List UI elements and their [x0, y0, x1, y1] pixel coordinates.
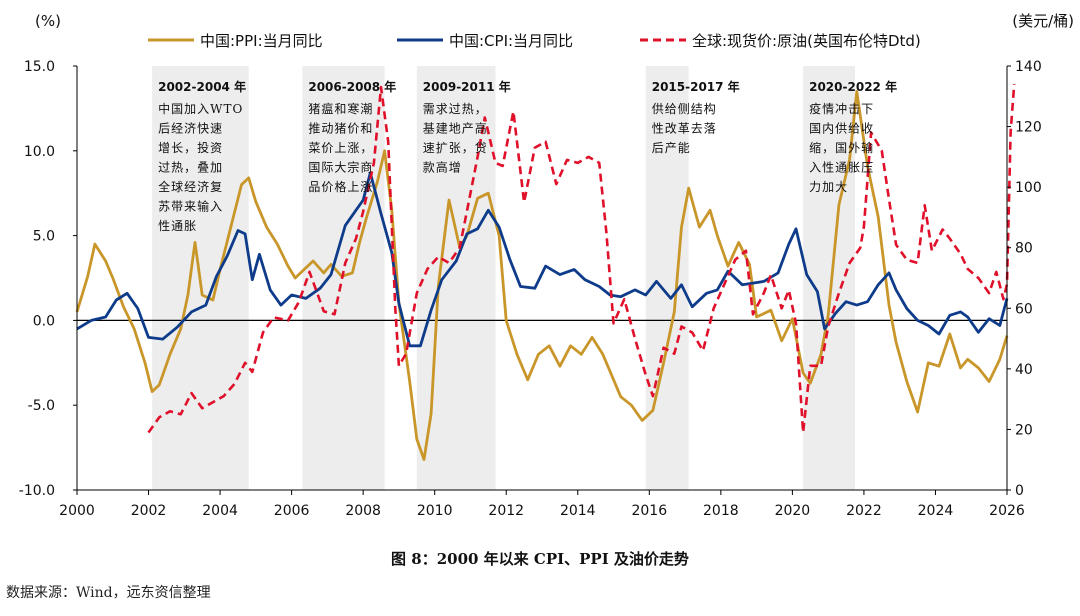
period-label: 2002-2004 年 — [158, 79, 246, 94]
shaded-period-3 — [645, 66, 689, 490]
legend: 中国:PPI:当月同比 中国:CPI:当月同比 全球:现货价:原油(英国布伦特Dtd… — [148, 32, 921, 50]
period-description-line: 性改革去落 — [652, 122, 717, 136]
period-label: 2020-2022 年 — [809, 79, 897, 94]
y-right-tick-label: 60 — [1015, 301, 1033, 317]
period-description-line: 增长，投资 — [158, 140, 223, 155]
shaded-periods — [152, 66, 855, 490]
series-lines — [75, 84, 1016, 461]
y-right-tick-label: 100 — [1015, 180, 1042, 196]
x-tick-label: 2006 — [274, 503, 310, 519]
legend-label: 全球:现货价:原油(英国布伦特Dtd) — [692, 32, 921, 50]
period-description-line: 供给侧结构 — [652, 101, 717, 116]
axes: -10.0 -5.0 0.0 5.0 10.0 15.0 0 20 40 60 80 100 120 14… — [19, 12, 1074, 519]
period-description-line: 基建地产高 — [423, 121, 488, 136]
period-description-line: 过热，叠加 — [158, 161, 223, 175]
period-description-line: 国内供给收 — [809, 122, 874, 136]
legend-label: 中国:CPI:当月同比 — [449, 32, 573, 50]
period-description-line: 国际大宗商 — [308, 160, 373, 175]
figure-caption: 图 8：2000 年以来 CPI、PPI 及油价走势 — [391, 550, 689, 568]
period-label: 2006-2008 年 — [308, 79, 396, 94]
x-tick-label: 2014 — [560, 503, 596, 519]
x-tick-label: 2016 — [631, 503, 667, 519]
x-tick-label: 2000 — [59, 503, 95, 519]
period-description-line: 速扩张，贷 — [423, 141, 488, 155]
period-description-line: 中国加入WTO — [158, 101, 243, 116]
x-tick-label: 2024 — [918, 503, 954, 519]
left-axis-unit: (%) — [35, 12, 61, 30]
period-description-line: 力加大 — [809, 180, 848, 194]
x-tick-label: 2026 — [989, 503, 1025, 519]
period-description-line: 后产能 — [652, 141, 691, 155]
period-description-line: 菜价上涨， — [308, 140, 373, 155]
period-description-line: 后经济快速 — [158, 121, 223, 136]
period-description-line: 猪瘟和寒潮 — [308, 101, 373, 116]
x-tick-label: 2004 — [202, 503, 238, 519]
period-description-line: 入性通胀压 — [809, 161, 874, 175]
y-right-tick-label: 20 — [1015, 422, 1033, 438]
data-source: 数据来源：Wind，远东资信整理 — [6, 585, 211, 601]
x-tick-label: 2018 — [703, 503, 739, 519]
y-right-tick-label: 40 — [1015, 362, 1033, 378]
y-left-tick-label: 15.0 — [24, 59, 55, 75]
series-line-1 — [76, 171, 1009, 348]
x-tick-label: 2012 — [488, 503, 524, 519]
period-description-line: 苏带来输入 — [158, 199, 223, 214]
y-left-tick-label: 0.0 — [33, 313, 55, 329]
y-right-tick-label: 0 — [1015, 483, 1024, 499]
period-description-line: 品价格上涨 — [308, 179, 373, 194]
y-left-tick-label: 10.0 — [24, 144, 55, 160]
y-left-tick-label: -5.0 — [28, 398, 55, 414]
series-line-2 — [147, 84, 1016, 434]
y-left-tick-label: -10.0 — [19, 483, 55, 499]
period-label: 2009-2011 年 — [423, 79, 511, 94]
shaded-period-4 — [803, 66, 855, 490]
x-tick-label: 2002 — [131, 503, 167, 519]
period-description-line: 推动猪价和 — [308, 122, 373, 136]
y-right-tick-label: 80 — [1015, 241, 1033, 257]
y-right-tick-label: 120 — [1015, 120, 1042, 136]
period-description-line: 性通胀 — [158, 219, 197, 233]
x-tick-label: 2010 — [417, 503, 453, 519]
right-axis-unit: (美元/桶) — [1012, 12, 1074, 30]
y-left-tick-label: 5.0 — [33, 229, 55, 245]
y-right-tick-label: 140 — [1015, 59, 1042, 75]
x-tick-label: 2022 — [846, 503, 882, 519]
series-line-0 — [75, 90, 1009, 461]
shaded-period-1 — [302, 66, 385, 490]
period-description-line: 需求过热， — [423, 102, 488, 116]
period-description-line: 全球经济复 — [158, 179, 223, 194]
legend-label: 中国:PPI:当月同比 — [200, 32, 323, 50]
period-label: 2015-2017 年 — [652, 79, 740, 94]
period-description-line: 缩，国外输 — [809, 140, 874, 155]
period-description-line: 疫情冲击下 — [809, 101, 874, 116]
period-description-line: 款高增 — [423, 160, 462, 175]
x-tick-label: 2020 — [775, 503, 811, 519]
x-tick-label: 2008 — [345, 503, 381, 519]
